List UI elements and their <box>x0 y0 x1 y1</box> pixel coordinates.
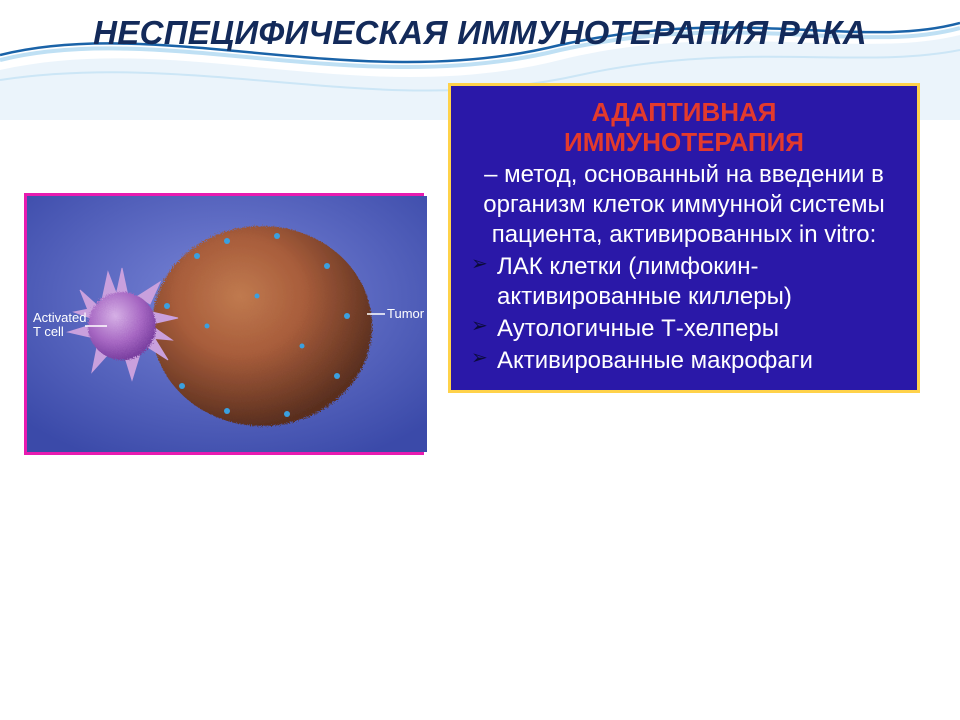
page-title: НЕСПЕЦИФИЧЕСКАЯ ИММУНОТЕРАПИЯ РАКА <box>0 0 960 53</box>
card-heading: АДАПТИВНАЯ ИММУНОТЕРАПИЯ <box>465 98 903 158</box>
card-bullet-list: ЛАК клетки (лимфокин-активированные килл… <box>465 252 903 376</box>
list-item: Активированные макрофаги <box>471 346 897 376</box>
bullet-text: Аутологичные Т-хелперы <box>497 315 779 342</box>
card-heading-line2: ИММУНОТЕРАПИЯ <box>564 127 804 157</box>
bullet-text: ЛАК клетки (лимфокин-активированные килл… <box>497 253 792 310</box>
bullet-text: Активированные макрофаги <box>497 347 813 374</box>
cell-illustration: Activated T cell Tumor cell <box>27 196 427 452</box>
tcell-label-line1: Activated <box>33 310 86 325</box>
card-heading-line1: АДАПТИВНАЯ <box>592 97 777 127</box>
content-row: Activated T cell Tumor cell АДАПТИВНАЯ И… <box>0 53 960 455</box>
adaptive-immunotherapy-card: АДАПТИВНАЯ ИММУНОТЕРАПИЯ – метод, основа… <box>448 83 920 393</box>
card-body-text: – метод, основанный на введении в органи… <box>465 160 903 250</box>
list-item: Аутологичные Т-хелперы <box>471 314 897 344</box>
list-item: ЛАК клетки (лимфокин-активированные килл… <box>471 252 897 312</box>
tumor-label: Tumor cell <box>387 306 427 321</box>
cell-figure: Activated T cell Tumor cell <box>24 193 424 455</box>
tcell-label-line2: T cell <box>33 324 64 339</box>
